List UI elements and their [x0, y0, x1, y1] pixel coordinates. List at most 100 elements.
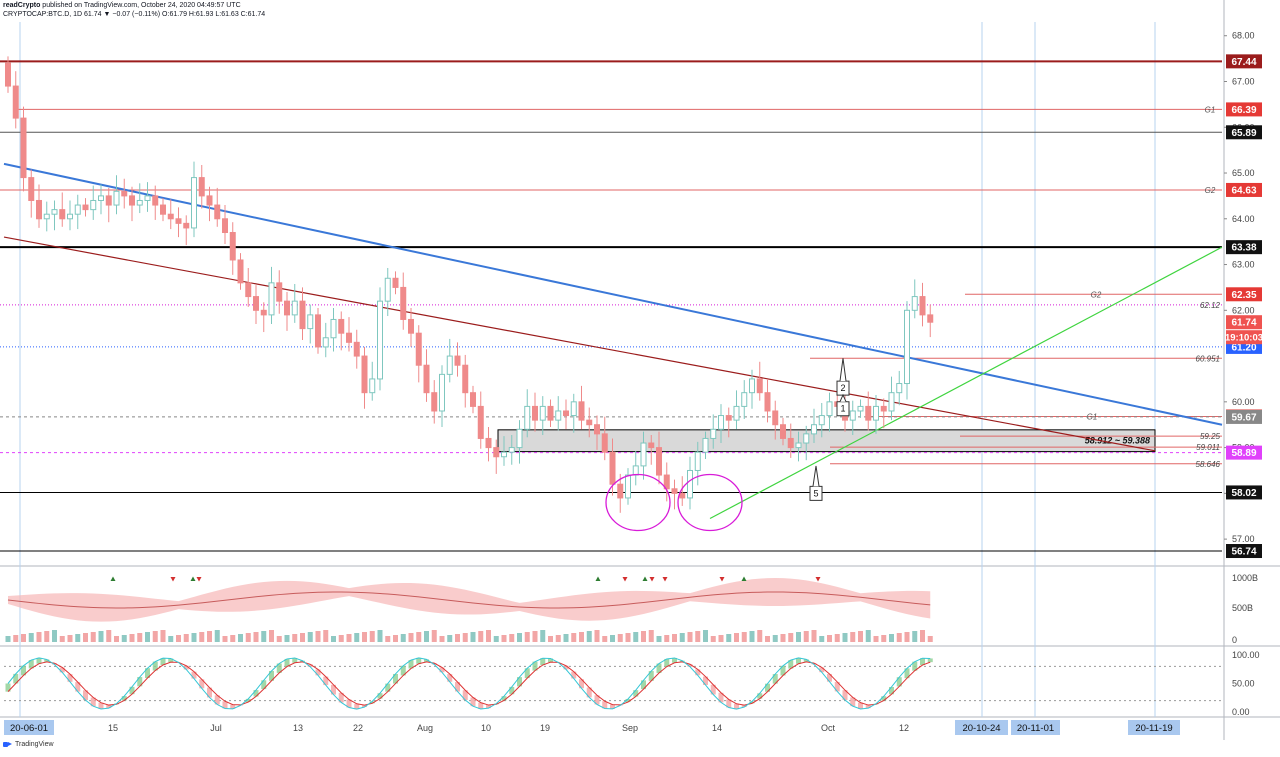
green-trendline [709, 246, 1223, 520]
volume-bar [424, 631, 429, 642]
level-value-label: 58.646 [1196, 460, 1221, 469]
candle-body [346, 332, 352, 343]
volume-bar [137, 633, 143, 642]
candle-body [43, 213, 50, 220]
x-tick-label: Oct [821, 723, 836, 733]
volume-bar [393, 635, 398, 642]
candle-body [811, 424, 817, 435]
price-label-box [1226, 125, 1262, 140]
candle-body [136, 199, 143, 206]
candle-body [377, 300, 383, 380]
volume-bar [703, 630, 708, 642]
candle-body [59, 209, 66, 220]
publisher-name: readCrypto [3, 2, 41, 9]
price-label: 65.89 [1231, 128, 1256, 139]
candle-body [191, 177, 197, 229]
volume-bar [129, 634, 135, 642]
volume-bar [67, 635, 73, 642]
volume-bar [292, 634, 298, 642]
x-tick-label: 12 [899, 723, 909, 733]
date-label-box [955, 720, 1008, 735]
volume-bar [362, 632, 367, 642]
volume-bar [199, 632, 205, 642]
volume-bar [160, 630, 166, 642]
brand-label: TradingView [15, 741, 54, 748]
date-label-box [4, 720, 54, 735]
indicator1-tick: 500B [1232, 603, 1253, 613]
volume-bar [36, 632, 42, 642]
candle-body [702, 437, 709, 453]
candle-body [307, 314, 314, 330]
sell-signal-icon [815, 577, 821, 582]
volume-bar [447, 635, 453, 642]
candle-body [671, 488, 678, 494]
candle-body [818, 415, 825, 426]
volume-bar [261, 631, 267, 642]
stochastic-indicator-pane: 100.00 50.00 0.00 [4, 650, 1260, 717]
price-label-box [1226, 409, 1262, 424]
volume-bar [594, 630, 600, 642]
candle-body [563, 410, 569, 417]
candle-body [330, 318, 337, 339]
volume-bar [168, 636, 174, 642]
candle-body [431, 392, 438, 412]
candle-body [640, 442, 647, 467]
indicator2-tick: 0.00 [1232, 707, 1250, 717]
volume-bar [493, 636, 499, 642]
price-axis[interactable]: 68.0067.0066.0065.0064.0063.0062.0060.00… [1224, 31, 1263, 559]
volume-bar [400, 634, 406, 642]
candle-body [129, 195, 135, 206]
date-label-box [1011, 720, 1060, 735]
stoch-d-line [7, 661, 931, 706]
volume-bar [625, 633, 631, 642]
y-tick-label: 64.00 [1232, 214, 1255, 224]
volume-bar [896, 633, 902, 642]
volume-bar [695, 631, 701, 642]
candle-body [764, 392, 771, 412]
candle-body [632, 465, 639, 476]
callout-pointer [839, 393, 847, 402]
candle-body [268, 282, 275, 316]
volume-bar [462, 633, 468, 642]
candle-body [826, 401, 833, 417]
tradingview-logo-icon [3, 741, 13, 748]
volume-bar [307, 632, 313, 642]
volume-bar [114, 636, 119, 642]
volume-bar [323, 630, 329, 642]
volume-bar [788, 633, 794, 642]
callout-5: 5 [809, 465, 823, 501]
date-label: 20-10-24 [962, 723, 1000, 734]
candle-body [338, 318, 345, 334]
volume-bar [354, 633, 360, 642]
candle-body [787, 437, 794, 449]
candle-body [594, 424, 600, 435]
sell-signal-icon [662, 577, 668, 582]
volume-bar [377, 630, 383, 642]
stoch-k-line [7, 657, 931, 710]
volume-bar [222, 636, 228, 642]
candle-body [299, 300, 306, 330]
buy-signal-icon [110, 576, 116, 581]
candle-body [229, 232, 236, 261]
candle-body [276, 282, 283, 302]
date-label-box [1128, 720, 1180, 735]
volume-bar [811, 630, 817, 642]
candle-body [28, 177, 35, 201]
x-tick-label: Sep [622, 723, 638, 733]
candle-body [919, 296, 926, 316]
price-label: 63.38 [1231, 243, 1256, 254]
volume-bar [664, 635, 670, 642]
volume-bar [338, 635, 344, 642]
chart-header: readCrypto published on TradingView.com,… [3, 1, 265, 19]
volume-bar [641, 631, 646, 642]
price-label-box [1226, 182, 1262, 197]
volume-bar [517, 633, 522, 642]
candle-body [369, 378, 376, 394]
volume-bar [5, 636, 11, 642]
candle-body [222, 218, 228, 234]
date-label: 20-11-01 [1017, 723, 1054, 734]
time-axis[interactable]: 15 Jul 13 22 Aug 10 19 Sep 14 Oct 12 20-06-01 20-10-… [4, 720, 1180, 735]
volume-bar [98, 631, 104, 642]
candle-body [904, 309, 910, 385]
